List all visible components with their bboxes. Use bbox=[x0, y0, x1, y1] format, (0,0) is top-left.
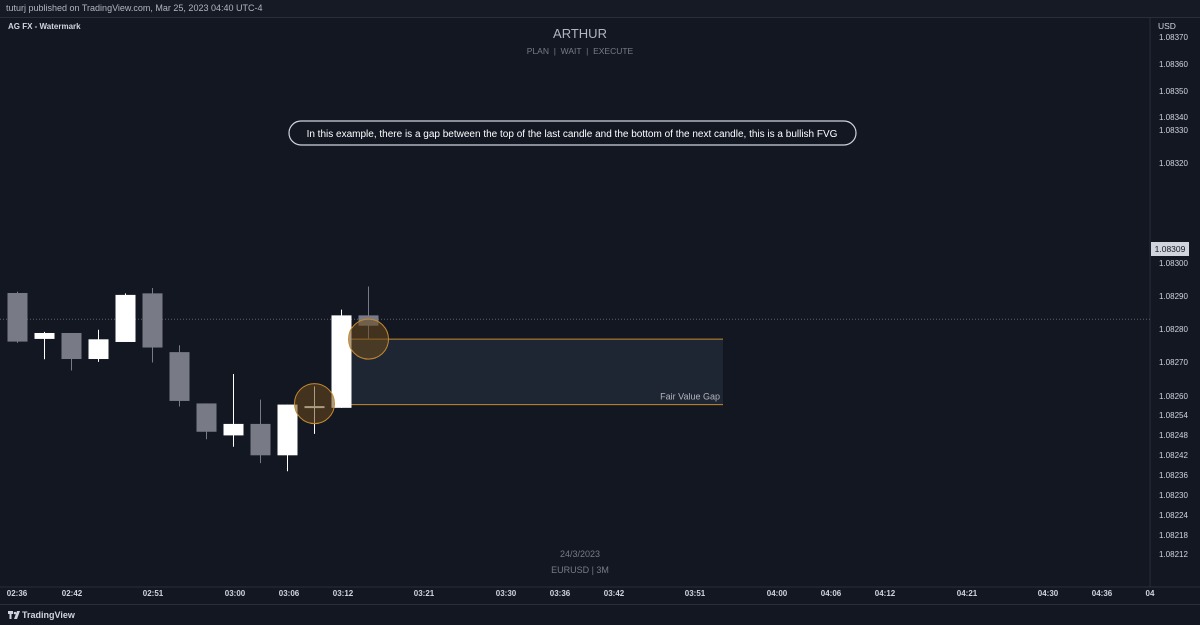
gap-bottom-highlight bbox=[294, 383, 335, 425]
time-tick-label: 03:42 bbox=[604, 589, 625, 598]
time-tick-label: 04:36 bbox=[1092, 589, 1113, 598]
publish-info-text: tuturj published on TradingView.com, Mar… bbox=[6, 3, 263, 13]
currency-label: USD bbox=[1158, 21, 1176, 31]
time-tick-label: 03:30 bbox=[496, 589, 517, 598]
publish-header: tuturj published on TradingView.com, Mar… bbox=[0, 0, 1200, 18]
time-tick-label: 03:36 bbox=[550, 589, 571, 598]
footer-bar: TradingView bbox=[0, 604, 1200, 625]
candle-body bbox=[7, 292, 28, 342]
price-tick-label: 1.08320 bbox=[1159, 159, 1188, 168]
time-tick-label: 04:21 bbox=[957, 589, 978, 598]
price-tick-label: 1.08340 bbox=[1159, 113, 1188, 122]
chart-subtitle: PLAN | WAIT | EXECUTE bbox=[527, 46, 634, 56]
candle-body bbox=[142, 293, 163, 348]
price-tick-label: 1.08224 bbox=[1159, 511, 1188, 520]
chart-title: ARTHUR bbox=[553, 26, 607, 41]
candle-body bbox=[223, 423, 244, 436]
time-tick-label: 02:36 bbox=[7, 589, 28, 598]
candle-body bbox=[88, 339, 109, 360]
price-tick-label: 1.08330 bbox=[1159, 126, 1188, 135]
candle-body bbox=[277, 404, 298, 456]
time-tick-label: 03:51 bbox=[685, 589, 706, 598]
candle-body bbox=[250, 423, 271, 456]
time-tick-label: 04:30 bbox=[1038, 589, 1059, 598]
tradingview-brand: TradingView bbox=[22, 610, 75, 620]
price-tick-label: 1.08260 bbox=[1159, 392, 1188, 401]
highlight-layer bbox=[294, 318, 389, 425]
gap-top-highlight bbox=[348, 318, 389, 360]
price-tick-label: 1.08254 bbox=[1159, 411, 1188, 420]
watermark-label: AG FX - Watermark bbox=[8, 22, 81, 31]
time-axis[interactable]: 02:36 02:42 02:51 03:00 03:06 03:12 03:21 03:30… bbox=[7, 589, 1155, 598]
price-tick-label: 1.08300 bbox=[1159, 259, 1188, 268]
tradingview-logo-icon bbox=[8, 611, 20, 619]
candle-body bbox=[115, 294, 136, 342]
price-tick-label: 1.08212 bbox=[1159, 550, 1188, 559]
time-tick-label: 04:00 bbox=[767, 589, 788, 598]
time-tick-label: 04:06 bbox=[821, 589, 842, 598]
fvg-label: Fair Value Gap bbox=[660, 392, 720, 402]
annotation-text: In this example, there is a gap between … bbox=[307, 129, 838, 140]
current-price-badge bbox=[1151, 242, 1189, 256]
price-tick-label: 1.08270 bbox=[1159, 358, 1188, 367]
date-label: 24/3/2023 bbox=[560, 549, 600, 559]
candlestick-chart[interactable]: Fair Value Gap 1.083701.083601.083501.08… bbox=[0, 17, 1200, 604]
price-tick-label: 1.08360 bbox=[1159, 60, 1188, 69]
price-tick-label: 1.08230 bbox=[1159, 491, 1188, 500]
candle-body bbox=[196, 403, 217, 432]
candle-body bbox=[34, 332, 55, 339]
price-axis[interactable]: 1.08370 1.08360 1.08350 1.08340 1.08330 1.083… bbox=[1159, 33, 1188, 559]
fvg-layer: Fair Value Gap bbox=[0, 318, 1150, 406]
symbol-label: EURUSD | 3M bbox=[551, 565, 609, 575]
price-tick-label: 1.08280 bbox=[1159, 325, 1188, 334]
price-tick-label: 1.08218 bbox=[1159, 531, 1188, 540]
time-tick-label: 02:42 bbox=[62, 589, 83, 598]
fvg-zone[interactable] bbox=[341, 339, 724, 405]
time-tick-label: 04:12 bbox=[875, 589, 896, 598]
annotation-callout[interactable] bbox=[288, 120, 857, 146]
candle-body bbox=[61, 332, 82, 360]
time-tick-label: 03:00 bbox=[225, 589, 246, 598]
price-tick-label: 1.08248 bbox=[1159, 431, 1188, 440]
time-tick-label: 03:12 bbox=[333, 589, 354, 598]
price-tick-label: 1.08236 bbox=[1159, 471, 1188, 480]
candles-layer bbox=[7, 286, 379, 472]
price-tick-label: 1.08290 bbox=[1159, 292, 1188, 301]
price-tick-label: 1.08242 bbox=[1159, 451, 1188, 460]
candle-body bbox=[331, 315, 352, 408]
time-tick-label: 04 bbox=[1146, 589, 1155, 598]
time-tick-label: 02:51 bbox=[143, 589, 164, 598]
price-tick-label: 1.08350 bbox=[1159, 87, 1188, 96]
current-price-label: 1.08309 bbox=[1155, 244, 1186, 254]
price-tick-label: 1.08370 bbox=[1159, 33, 1188, 42]
time-tick-label: 03:06 bbox=[279, 589, 300, 598]
candle-body bbox=[169, 352, 190, 401]
time-tick-label: 03:21 bbox=[414, 589, 435, 598]
